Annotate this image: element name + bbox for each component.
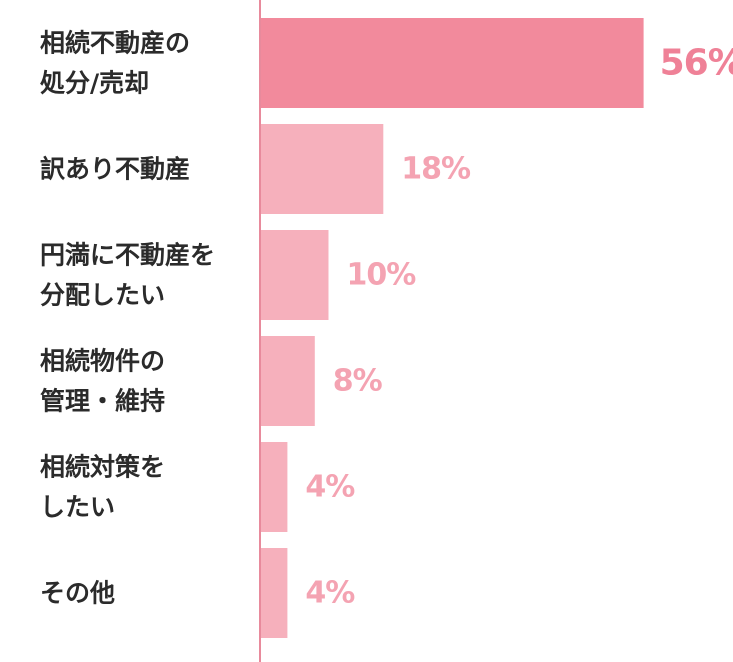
category-label-line: 分配したい	[40, 281, 165, 310]
bar-1	[260, 124, 384, 214]
bar-2	[260, 230, 329, 320]
category-labels-group: 相続不動産の処分/売却訳あり不動産円満に不動産を分配したい相続物件の管理・維持相…	[40, 29, 215, 608]
category-label-line: 円満に不動産を	[40, 241, 215, 270]
category-label-line: 管理・維持	[40, 387, 165, 416]
category-label-1: 訳あり不動産	[40, 155, 190, 184]
bars-group	[260, 18, 644, 638]
category-label-5: その他	[40, 579, 115, 608]
category-label-3: 相続物件の管理・維持	[40, 347, 165, 416]
value-label-3: 8%	[333, 364, 383, 399]
category-label-line: 相続対策を	[40, 453, 165, 482]
value-label-2: 10%	[347, 258, 417, 293]
value-labels-group: 56% 18% 10% 8% 4% 4%	[305, 43, 733, 611]
category-label-4: 相続対策をしたい	[40, 453, 165, 522]
value-label-0: 56%	[660, 43, 733, 84]
value-label-1: 18%	[401, 152, 471, 187]
category-label-line: 訳あり不動産	[40, 155, 190, 184]
category-label-0: 相続不動産の処分/売却	[40, 29, 190, 98]
category-label-2: 円満に不動産を分配したい	[40, 241, 215, 310]
category-label-line: 処分/売却	[40, 69, 149, 98]
category-label-line: したい	[40, 493, 115, 522]
bar-4	[260, 442, 288, 532]
bar-3	[260, 336, 315, 426]
bar-5	[260, 548, 288, 638]
category-label-line: 相続物件の	[40, 347, 165, 376]
category-label-line: 相続不動産の	[40, 29, 190, 58]
bar-0	[260, 18, 644, 108]
value-label-4: 4%	[305, 470, 355, 505]
category-label-line: その他	[40, 579, 115, 608]
value-label-5: 4%	[305, 576, 355, 611]
